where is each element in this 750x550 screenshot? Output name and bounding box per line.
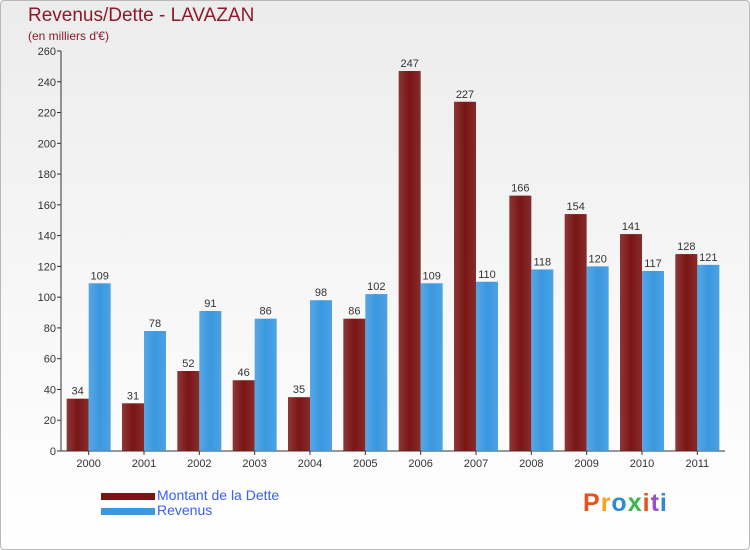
revenue-bar-2004: [310, 300, 332, 451]
revenue-bar-2011: [697, 264, 720, 451]
chart-subtitle: (en milliers d'€): [28, 29, 109, 43]
debt-value-label-2003: 46: [238, 367, 250, 379]
debt-bar-2010: [620, 234, 642, 451]
y-tick-label: 160: [38, 200, 56, 212]
debt-bar-2006: [398, 71, 421, 451]
x-tick-label-2006: 2006: [408, 458, 432, 470]
debt-bar-2000: [66, 398, 89, 451]
revenue-bar-2007: [476, 281, 498, 451]
revenue-bar-2001: [144, 331, 166, 451]
y-tick-label: 260: [38, 46, 56, 58]
revenue-bar-2010: [642, 271, 664, 451]
debt-bar-2001: [122, 403, 144, 451]
legend-swatch-debt: [101, 493, 155, 500]
revenue-bar-2006: [420, 283, 443, 451]
x-tick-label-2005: 2005: [353, 458, 377, 470]
legend-label-debt: Montant de la Dette: [157, 487, 280, 503]
revenue-value-label-2010: 117: [644, 258, 662, 270]
debt-value-label-2000: 34: [72, 386, 84, 398]
revenue-value-label-2003: 86: [260, 306, 272, 318]
legend-swatch-revenue: [101, 508, 155, 515]
debt-bar-2005: [343, 318, 366, 451]
y-tick-label: 60: [44, 354, 56, 366]
debt-value-label-2002: 52: [182, 358, 194, 370]
debt-bar-2004: [288, 397, 310, 451]
y-tick-label: 180: [38, 169, 56, 181]
y-tick-label: 0: [50, 446, 56, 458]
x-tick-label-2009: 2009: [574, 458, 598, 470]
revenue-bar-2002: [199, 311, 222, 451]
debt-bar-2003: [232, 380, 255, 451]
debt-value-label-2006: 247: [400, 58, 418, 70]
y-tick-label: 200: [38, 138, 56, 150]
debt-value-label-2005: 86: [348, 306, 360, 318]
revenue-bar-2009: [586, 266, 609, 451]
revenue-bar-2003: [254, 318, 277, 451]
debt-value-label-2010: 141: [622, 221, 640, 233]
debt-bar-2011: [675, 254, 698, 451]
x-tick-label-2001: 2001: [132, 458, 156, 470]
x-tick-label-2003: 2003: [242, 458, 266, 470]
y-tick-label: 140: [38, 231, 56, 243]
revenue-value-label-2009: 120: [588, 253, 606, 265]
y-tick-label: 100: [38, 292, 56, 304]
revenue-value-label-2002: 91: [204, 298, 216, 310]
y-tick-label: 220: [38, 108, 56, 120]
debt-value-label-2008: 166: [511, 183, 529, 195]
revenue-bar-2008: [531, 269, 554, 451]
revenue-value-label-2007: 110: [478, 269, 496, 281]
debt-value-label-2009: 154: [566, 201, 584, 213]
debt-value-label-2011: 128: [677, 241, 695, 253]
y-tick-label: 120: [38, 261, 56, 273]
debt-bar-2009: [564, 214, 587, 451]
debt-value-label-2007: 227: [456, 89, 474, 101]
revenue-value-label-2006: 109: [422, 270, 440, 282]
y-tick-label: 80: [44, 323, 56, 335]
y-tick-label: 40: [44, 384, 56, 396]
legend-label-revenue: Revenus: [157, 502, 213, 518]
x-tick-label-2011: 2011: [686, 458, 710, 470]
revenue-bar-2005: [365, 294, 388, 451]
revenue-value-label-2000: 109: [90, 270, 108, 282]
revenue-value-label-2001: 78: [149, 318, 161, 330]
x-tick-label-2007: 2007: [464, 458, 488, 470]
x-tick-label-2000: 2000: [76, 458, 100, 470]
debt-bar-2002: [177, 371, 200, 451]
debt-bar-2007: [454, 101, 476, 452]
x-tick-label-2010: 2010: [630, 458, 654, 470]
y-tick-label: 240: [38, 77, 56, 89]
x-tick-label-2002: 2002: [187, 458, 211, 470]
proxiti-logo: Proxiti: [583, 489, 668, 517]
revenue-value-label-2004: 98: [315, 287, 327, 299]
debt-value-label-2004: 35: [293, 384, 305, 396]
revenue-bar-2000: [88, 283, 111, 451]
revenue-value-label-2008: 118: [534, 256, 552, 268]
x-tick-label-2004: 2004: [298, 458, 322, 470]
x-tick-label-2008: 2008: [519, 458, 543, 470]
revenue-value-label-2011: 121: [699, 252, 717, 264]
y-tick-label: 20: [44, 415, 56, 427]
chart-title: Revenus/Dette - LAVAZAN: [28, 5, 255, 26]
debt-bar-2008: [509, 195, 532, 451]
revenue-value-label-2005: 102: [367, 281, 385, 293]
debt-value-label-2001: 31: [127, 390, 139, 402]
